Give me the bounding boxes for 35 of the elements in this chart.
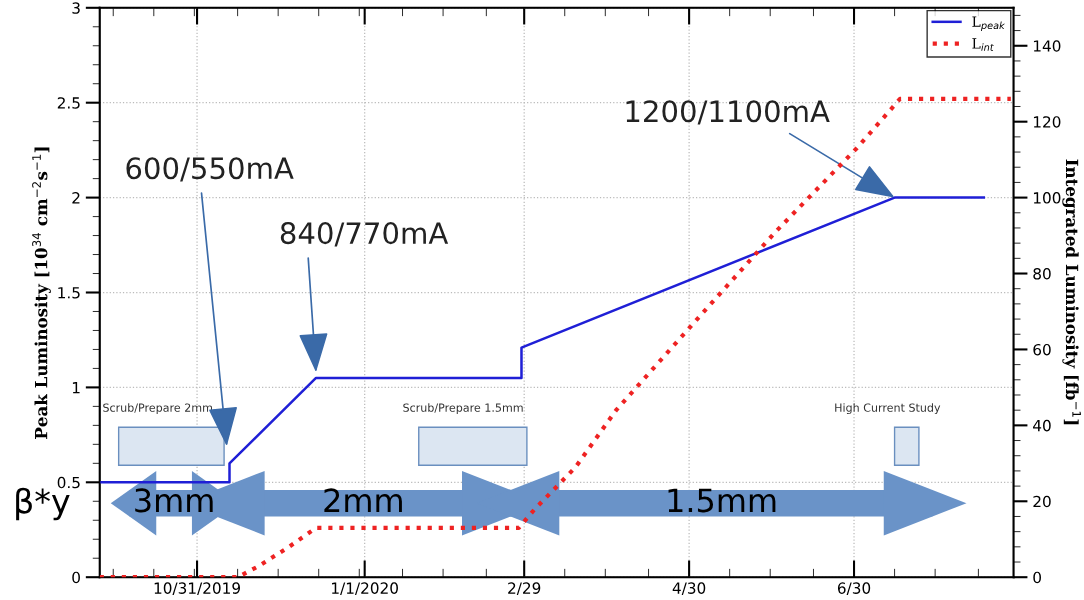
annotation: 840/770mA xyxy=(280,222,449,247)
x-tick-label: 1/1/2020 xyxy=(332,582,398,596)
y2-tick-label: 120 xyxy=(1033,116,1061,128)
band-label: 1.5mm xyxy=(668,488,776,513)
x-tick-label: 6/30 xyxy=(837,582,871,596)
annotation: 1200/1100mA xyxy=(626,100,830,125)
y-tick-label: 1.5 xyxy=(58,287,80,299)
y2-tick-label: 20 xyxy=(1033,495,1051,508)
y2-tick-label: 60 xyxy=(1033,343,1051,356)
y2-tick-label: 140 xyxy=(1033,40,1061,52)
x-tick-label: 10/31/2019 xyxy=(154,582,241,596)
y-tick-label: 0.5 xyxy=(57,476,80,489)
band-label: 2mm xyxy=(324,488,402,512)
x-tick-label: 4/30 xyxy=(672,582,706,596)
x-tick-label: 2/29 xyxy=(508,582,541,596)
y-tick-label: 2 xyxy=(72,192,80,204)
y2-tick-label: 80 xyxy=(1033,267,1051,280)
band-label: 3mm xyxy=(135,488,213,513)
text: β*y xyxy=(16,487,70,521)
legend-label: L$_{int}$ xyxy=(972,38,994,51)
y2-tick-label: 0 xyxy=(1033,571,1041,584)
y-tick-label: 0 xyxy=(72,571,80,584)
y-tick-label: 2.5 xyxy=(57,97,80,109)
band-label: Scrub/Prepare 1.5mm xyxy=(403,403,523,414)
y-tick-label: 1 xyxy=(72,382,80,394)
y2-tick-label: 100 xyxy=(1033,192,1061,204)
y-axis-title: Peak Luminosity [10$^{34}$ cm$^{−2}$s$^{−1}$] xyxy=(32,147,51,439)
annotation: 600/550mA xyxy=(126,157,294,182)
band-label: High Current Study xyxy=(835,403,941,414)
band-label: Scrub/Prepare 2mm xyxy=(103,403,212,414)
y2-tick-label: 40 xyxy=(1033,419,1051,432)
line-series xyxy=(99,196,986,484)
y-tick-label: 3 xyxy=(72,2,80,14)
legend-label: L$_{peak}$ xyxy=(972,16,1006,31)
y2-axis-title: Integrated Luminosity [fb$^{−1}$] xyxy=(1062,159,1081,425)
